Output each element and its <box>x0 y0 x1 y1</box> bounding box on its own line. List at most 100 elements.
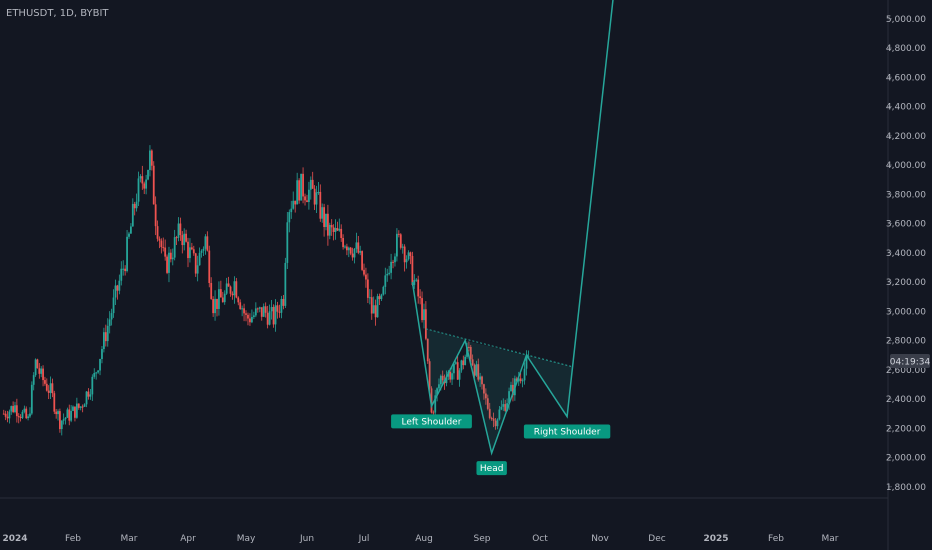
candle-body <box>83 404 86 407</box>
candle-body <box>75 403 78 418</box>
x-tick-label: Dec <box>648 534 665 544</box>
candle-body <box>502 404 505 407</box>
candle-body <box>137 178 140 202</box>
y-tick-label: 2,600.00 <box>886 366 926 376</box>
candle-body <box>409 252 412 256</box>
candle-body <box>2 413 5 415</box>
annotation-label[interactable]: Head <box>476 461 507 476</box>
candle-body <box>164 247 167 257</box>
candle-body <box>274 305 277 325</box>
candle-body <box>85 391 88 405</box>
y-tick-label: 3,400.00 <box>886 249 926 259</box>
candle-body <box>346 246 348 251</box>
symbol-label: ETHUSDT, 1D, BYBIT <box>6 8 109 19</box>
candle-body <box>445 376 448 384</box>
neckline[interactable] <box>425 328 574 368</box>
candle-body <box>490 417 493 419</box>
y-tick-label: 4,400.00 <box>886 103 926 113</box>
candle-body <box>426 338 429 362</box>
candle-body <box>525 356 528 369</box>
candle-body <box>508 391 510 404</box>
head-fill <box>465 340 527 454</box>
candle-body <box>235 281 238 298</box>
candle-body <box>296 180 299 205</box>
candle-body <box>216 298 218 309</box>
candle-body <box>405 259 408 263</box>
candle-body <box>79 406 82 408</box>
candle-body <box>239 302 242 309</box>
candle-body <box>432 412 435 414</box>
candle-body <box>376 296 379 318</box>
candle-body <box>388 272 391 274</box>
candle-body <box>145 179 148 189</box>
candle-body <box>72 406 74 411</box>
candle-body <box>368 297 371 299</box>
candle-body <box>218 289 220 309</box>
candle-body <box>355 242 358 249</box>
candle-body <box>286 222 289 263</box>
candle-body <box>6 416 9 419</box>
y-tick-label: 4,000.00 <box>886 161 926 171</box>
y-tick-label: 2,800.00 <box>886 337 926 347</box>
candle-body <box>139 176 142 179</box>
candle-body <box>264 306 267 313</box>
candle-body <box>149 150 151 170</box>
candle-body <box>302 173 304 197</box>
annotation-label[interactable]: Left Shoulder <box>391 414 472 429</box>
candle-body <box>128 233 130 237</box>
candle-body <box>168 252 170 273</box>
x-tick-label: Aug <box>415 534 433 544</box>
candle-body <box>227 283 230 287</box>
candle-body <box>152 165 155 205</box>
time-axis[interactable]: 2024 Feb Mar Apr May Jun Jul Aug Sep Oct Nov Dec 202… <box>2 534 838 544</box>
candle-body <box>483 384 485 394</box>
candle-body <box>344 246 346 248</box>
candle-body <box>49 383 52 393</box>
candle-body <box>30 384 33 414</box>
price-axis[interactable]: 5,000.00 4,800.00 4,600.00 4,400.00 4,200.00… <box>886 15 926 493</box>
candle-body <box>254 308 257 316</box>
x-tick-label: Nov <box>591 534 609 544</box>
candle-body <box>110 313 113 320</box>
candle-body <box>233 281 236 296</box>
candle-body <box>403 246 406 263</box>
candle-body <box>407 252 410 260</box>
candle-body <box>300 173 302 201</box>
candle-body <box>268 311 271 325</box>
candle-body <box>62 419 65 421</box>
candle-body <box>252 315 255 317</box>
candle-body <box>351 253 354 258</box>
annotation-label[interactable]: Right Shoulder <box>523 424 611 439</box>
candle-body <box>8 411 11 419</box>
candle-body <box>194 253 197 274</box>
candle-body <box>262 306 265 317</box>
candle-body <box>124 268 127 272</box>
candle-body <box>60 420 63 430</box>
pattern-line[interactable] <box>411 0 614 456</box>
candle-body <box>51 383 54 394</box>
candle-body <box>321 207 324 219</box>
candle-body <box>390 261 392 273</box>
candle-body <box>519 378 522 381</box>
candle-body <box>187 241 189 259</box>
candle-body <box>374 305 377 318</box>
candle-body <box>175 237 178 239</box>
candle-body <box>243 308 245 314</box>
candle-body <box>91 376 94 395</box>
candle-body <box>473 365 476 376</box>
y-tick-label: 5,000.00 <box>886 15 926 25</box>
head-and-shoulders-pattern[interactable]: Left Shoulder Head Right Shoulder <box>391 0 614 476</box>
y-tick-label: 1,800.00 <box>886 483 926 493</box>
candle-body <box>396 233 398 257</box>
candle-body <box>93 373 96 377</box>
candle-body <box>179 223 182 236</box>
candle-body <box>183 233 186 246</box>
candle-body <box>317 191 320 193</box>
candle-body <box>160 240 163 248</box>
x-tick-label: Mar <box>822 534 839 544</box>
candle-body <box>101 349 103 359</box>
candle-body <box>292 200 295 209</box>
candle-body <box>464 356 467 366</box>
candle-body <box>521 380 524 382</box>
